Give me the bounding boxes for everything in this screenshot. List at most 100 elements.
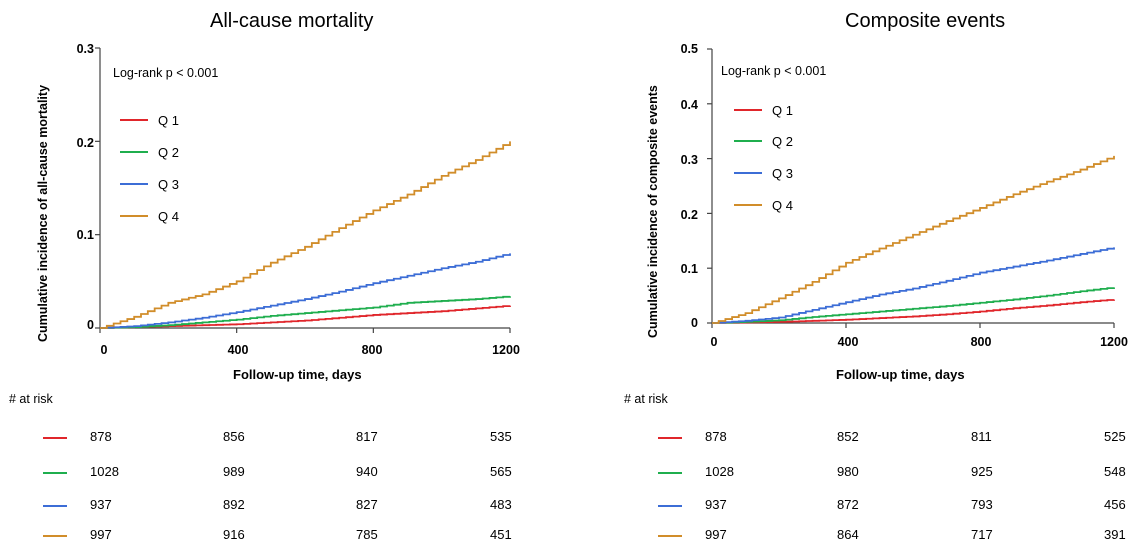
legend-swatch [120,151,148,153]
at-risk-value: 811 [971,429,992,444]
at-risk-swatch [43,472,67,474]
series-line-q1 [712,299,1115,324]
legend-swatch [734,172,762,174]
at-risk-swatch [658,472,682,474]
at-risk-swatch [43,505,67,507]
at-risk-row-q1: 878 856 817 535 [0,429,560,447]
legend-swatch [734,140,762,142]
y-tick-label: 0.1 [680,262,698,276]
x-tick-label: 800 [970,335,992,349]
legend-swatch [120,215,148,217]
at-risk-value: 483 [490,497,512,512]
x-tick-label: 0 [710,335,718,349]
legend-item-q4: Q 4 [734,195,793,215]
at-risk-value: 878 [90,429,112,444]
chart-title: All-cause mortality [210,10,374,32]
legend-item-q4: Q 4 [120,206,179,226]
at-risk-value: 872 [837,497,859,512]
legend-item-q2: Q 2 [120,142,179,162]
at-risk-row-q2: 1028 980 925 548 [600,464,1135,482]
at-risk-value: 1028 [90,464,119,479]
x-tick-label: 0 [100,343,108,357]
at-risk-swatch [43,437,67,439]
legend-label: Q 1 [772,102,793,118]
at-risk-value: 925 [971,464,993,479]
x-axis-label: Follow-up time, days [836,367,965,382]
y-tick-label: 0.3 [76,42,94,56]
at-risk-row-q4: 997 916 785 451 [0,527,560,545]
series-line-q3 [100,253,511,329]
chart-panel-composite-events: Composite events Cumulative incidence of… [600,0,1135,544]
legend-label: Q 3 [772,165,793,181]
at-risk-value: 525 [1104,429,1126,444]
series-line-q3 [712,247,1115,324]
legend-item-q3: Q 3 [734,163,793,183]
y-tick-label: 0.2 [76,136,94,150]
legend-label: Q 4 [772,197,793,213]
at-risk-value: 451 [490,527,512,542]
chart-title: Composite events [845,10,1006,32]
at-risk-value: 856 [223,429,245,444]
x-tick-label: 800 [361,343,383,357]
at-risk-value: 989 [223,464,245,479]
legend-label: Q 4 [158,208,179,224]
y-tick-label: 0.5 [680,42,698,56]
legend-swatch [120,119,148,121]
at-risk-title: # at risk [624,392,668,406]
series-line-q4 [712,155,1115,324]
legend-item-q1: Q 1 [734,100,793,120]
series-line-q4 [100,141,511,329]
legend-swatch [734,204,762,206]
series-line-q2 [712,287,1115,324]
at-risk-value: 940 [356,464,378,479]
x-tick-label: 1200 [1100,335,1128,349]
chart-panel-all-cause-mortality: All-cause mortality Cumulative incidence… [0,0,560,544]
at-risk-value: 717 [971,527,993,542]
legend-label: Q 1 [158,112,179,128]
at-risk-value: 878 [705,429,727,444]
at-risk-value: 937 [705,497,727,512]
y-tick-label: 0.3 [680,153,698,167]
at-risk-row-q3: 937 872 793 456 [600,497,1135,515]
legend-label: Q 2 [158,144,179,160]
at-risk-value: 548 [1104,464,1126,479]
y-tick-label: 0.1 [76,228,94,242]
at-risk-value: 391 [1104,527,1126,542]
at-risk-value: 916 [223,527,245,542]
at-risk-value: 535 [490,429,512,444]
at-risk-swatch [658,535,682,537]
y-tick-label: 0 [691,316,698,330]
at-risk-value: 793 [971,497,993,512]
y-axis-label: Cumulative incidence of all-cause mortal… [36,84,50,342]
legend-label: Q 3 [158,176,179,192]
at-risk-value: 892 [223,497,245,512]
at-risk-value: 817 [356,429,378,444]
y-tick-label: 0 [87,318,94,332]
at-risk-value: 785 [356,527,378,542]
x-tick-label: 400 [837,335,859,349]
at-risk-row-q3: 937 892 827 483 [0,497,560,515]
at-risk-swatch [658,505,682,507]
log-rank-annotation: Log-rank p < 0.001 [113,66,219,80]
plot-area [95,47,511,333]
at-risk-row-q4: 997 864 717 391 [600,527,1135,545]
plot-area [707,48,1115,328]
at-risk-value: 1028 [705,464,734,479]
x-tick-label: 1200 [492,343,520,357]
y-tick-label: 0.2 [680,208,698,222]
at-risk-value: 864 [837,527,859,542]
at-risk-value: 997 [705,527,727,542]
at-risk-row-q2: 1028 989 940 565 [0,464,560,482]
at-risk-value: 980 [837,464,859,479]
y-tick-label: 0.4 [680,98,698,112]
at-risk-value: 997 [90,527,112,542]
at-risk-swatch [658,437,682,439]
legend-swatch [734,109,762,111]
legend-swatch [120,183,148,185]
at-risk-title: # at risk [9,392,53,406]
log-rank-annotation: Log-rank p < 0.001 [721,64,827,78]
series-line-q2 [100,295,511,329]
at-risk-value: 456 [1104,497,1126,512]
at-risk-row-q1: 878 852 811 525 [600,429,1135,447]
legend-item-q2: Q 2 [734,131,793,151]
